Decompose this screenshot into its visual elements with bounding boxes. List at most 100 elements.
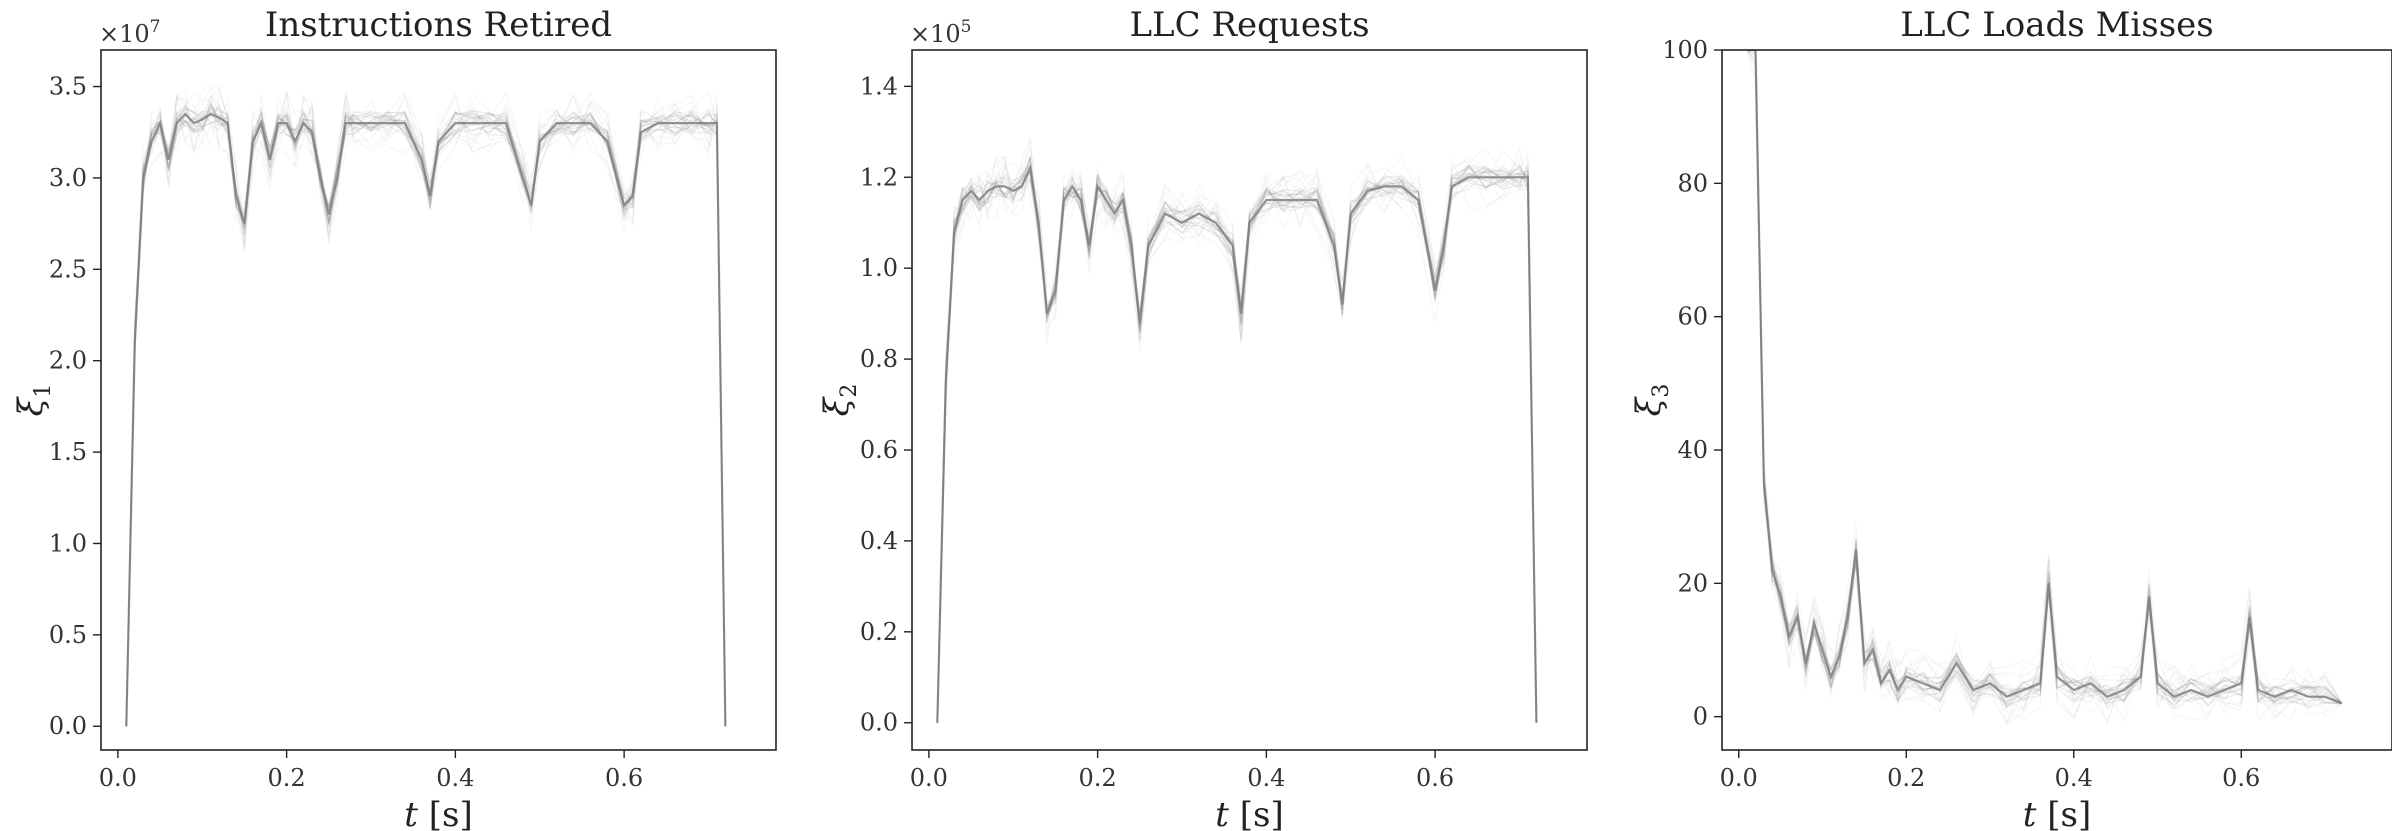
series-1-run-14 xyxy=(936,163,1537,723)
series-1-run-24 xyxy=(125,107,726,727)
series-1-run-4 xyxy=(936,147,1537,723)
series-1-run-18 xyxy=(1747,50,2343,710)
series-1-run-17 xyxy=(1747,50,2343,707)
series-1-run-26 xyxy=(1747,50,2343,704)
series-1-run-11 xyxy=(1746,50,2343,704)
series-1-run-10 xyxy=(1747,50,2343,725)
x-tick-label: 0.2 xyxy=(268,764,306,792)
series-1-line xyxy=(1747,50,2343,705)
series-1-run-7 xyxy=(125,92,726,727)
series-1-run-20 xyxy=(936,168,1537,723)
chart-1: 0.0 0.2 0.4 0.6 0.0 0.5 1.0 1.5 2.0 2.5 3.0 3.5 Inst… xyxy=(11,5,777,831)
series-1-run-13 xyxy=(125,90,726,727)
x-tick-label: 0.0 xyxy=(1720,764,1758,792)
series-1-run-15 xyxy=(936,166,1537,723)
series-1-run-18 xyxy=(125,111,726,727)
y-tick-label: 0.4 xyxy=(860,527,898,555)
y-tick-label: 40 xyxy=(1677,436,1708,464)
y-tick-label: 1.5 xyxy=(49,438,87,466)
y-tick-label: 0.5 xyxy=(49,621,87,649)
series-1-run-12 xyxy=(936,165,1537,723)
series-1-run-7 xyxy=(936,156,1537,723)
y-axis-label: ξ3 xyxy=(1629,384,1674,417)
series-1-run-1 xyxy=(125,91,726,727)
series-1-line xyxy=(125,112,727,727)
x-tick-label: 0.6 xyxy=(1416,764,1454,792)
plot-frame xyxy=(1721,49,2392,751)
plot-frame xyxy=(100,49,777,751)
series-1-run-1 xyxy=(1746,50,2343,712)
series-1-run-23 xyxy=(125,103,726,727)
series-1-run-2 xyxy=(125,103,726,727)
series-1-run-23 xyxy=(936,169,1537,723)
y-tick-label: 80 xyxy=(1677,169,1708,197)
y-tick-label: 0 xyxy=(1693,703,1708,731)
y-tick-label: 1.0 xyxy=(860,254,898,282)
series-1-run-3 xyxy=(1747,50,2343,707)
x-axis-label: t [s] xyxy=(404,795,472,831)
x-tick-label: 0.0 xyxy=(910,764,948,792)
series-1-run-8 xyxy=(936,158,1537,723)
x-tick-label: 0.4 xyxy=(2055,764,2093,792)
series-1-run-22 xyxy=(1747,50,2343,721)
series-1-run-11 xyxy=(125,106,726,727)
series-1-run-20 xyxy=(1746,50,2342,710)
y-axis-label: ξ2 xyxy=(817,384,862,417)
y-tick-label: 100 xyxy=(1662,36,1708,64)
series-1-run-4 xyxy=(1747,50,2343,726)
series-1-run-25 xyxy=(936,140,1537,723)
y-tick-label: 2.5 xyxy=(49,255,87,283)
y-tick-label: 1.4 xyxy=(860,72,898,100)
plot-frame xyxy=(911,49,1588,751)
series-1-run-24 xyxy=(1747,50,2343,708)
series-1-run-22 xyxy=(125,90,726,727)
x-tick-label: 0.6 xyxy=(605,764,643,792)
series-traces xyxy=(1746,50,2343,726)
series-1-run-14 xyxy=(125,105,726,727)
series-1-run-2 xyxy=(1747,50,2343,706)
series-1-run-26 xyxy=(125,108,726,727)
x-axis-label: t [s] xyxy=(1215,795,1283,831)
x-axis-label: t [s] xyxy=(2023,795,2091,831)
series-1-run-5 xyxy=(936,164,1537,723)
y-tick-label: 0.2 xyxy=(860,618,898,646)
y-tick-label: 0.0 xyxy=(860,709,898,737)
series-1-run-10 xyxy=(125,86,726,727)
series-1-run-9 xyxy=(125,101,726,727)
series-traces xyxy=(936,136,1538,723)
series-1-run-22 xyxy=(936,136,1537,723)
y-tick-label: 1.0 xyxy=(49,529,87,557)
y-axis-label: ξ1 xyxy=(11,384,56,417)
series-1-run-15 xyxy=(1747,50,2342,709)
series-1-run-23 xyxy=(1747,50,2342,704)
series-1-run-16 xyxy=(1746,50,2343,721)
series-1-run-9 xyxy=(936,167,1537,723)
series-1-run-16 xyxy=(125,91,726,727)
series-1-run-16 xyxy=(936,160,1537,723)
series-1-run-3 xyxy=(125,107,726,727)
y-tick-label: 20 xyxy=(1677,569,1708,597)
x-tick-label: 0.6 xyxy=(2222,764,2260,792)
series-1-run-13 xyxy=(936,154,1537,723)
series-1-run-21 xyxy=(125,102,726,727)
series-1-run-12 xyxy=(125,109,726,727)
x-tick-label: 0.4 xyxy=(1247,764,1285,792)
y-tick-label: 0.6 xyxy=(860,436,898,464)
series-1-run-7 xyxy=(1746,50,2343,725)
chart-title: LLC Loads Misses xyxy=(1900,5,2213,45)
y-axis-multiplier: ×107 xyxy=(99,17,160,48)
y-tick-label: 1.2 xyxy=(860,163,898,191)
y-tick-label: 0.8 xyxy=(860,345,898,373)
x-tick-label: 0.0 xyxy=(99,764,137,792)
x-tick-label: 0.2 xyxy=(1079,764,1117,792)
y-tick-label: 2.0 xyxy=(49,347,87,375)
series-1-run-15 xyxy=(125,106,726,727)
y-axis-multiplier: ×105 xyxy=(910,17,971,48)
x-tick-label: 0.2 xyxy=(1887,764,1925,792)
y-tick-label: 3.5 xyxy=(49,73,87,101)
series-1-run-25 xyxy=(1746,50,2343,720)
series-1-run-25 xyxy=(125,90,726,727)
series-1-run-17 xyxy=(125,108,726,727)
series-traces xyxy=(125,82,727,727)
